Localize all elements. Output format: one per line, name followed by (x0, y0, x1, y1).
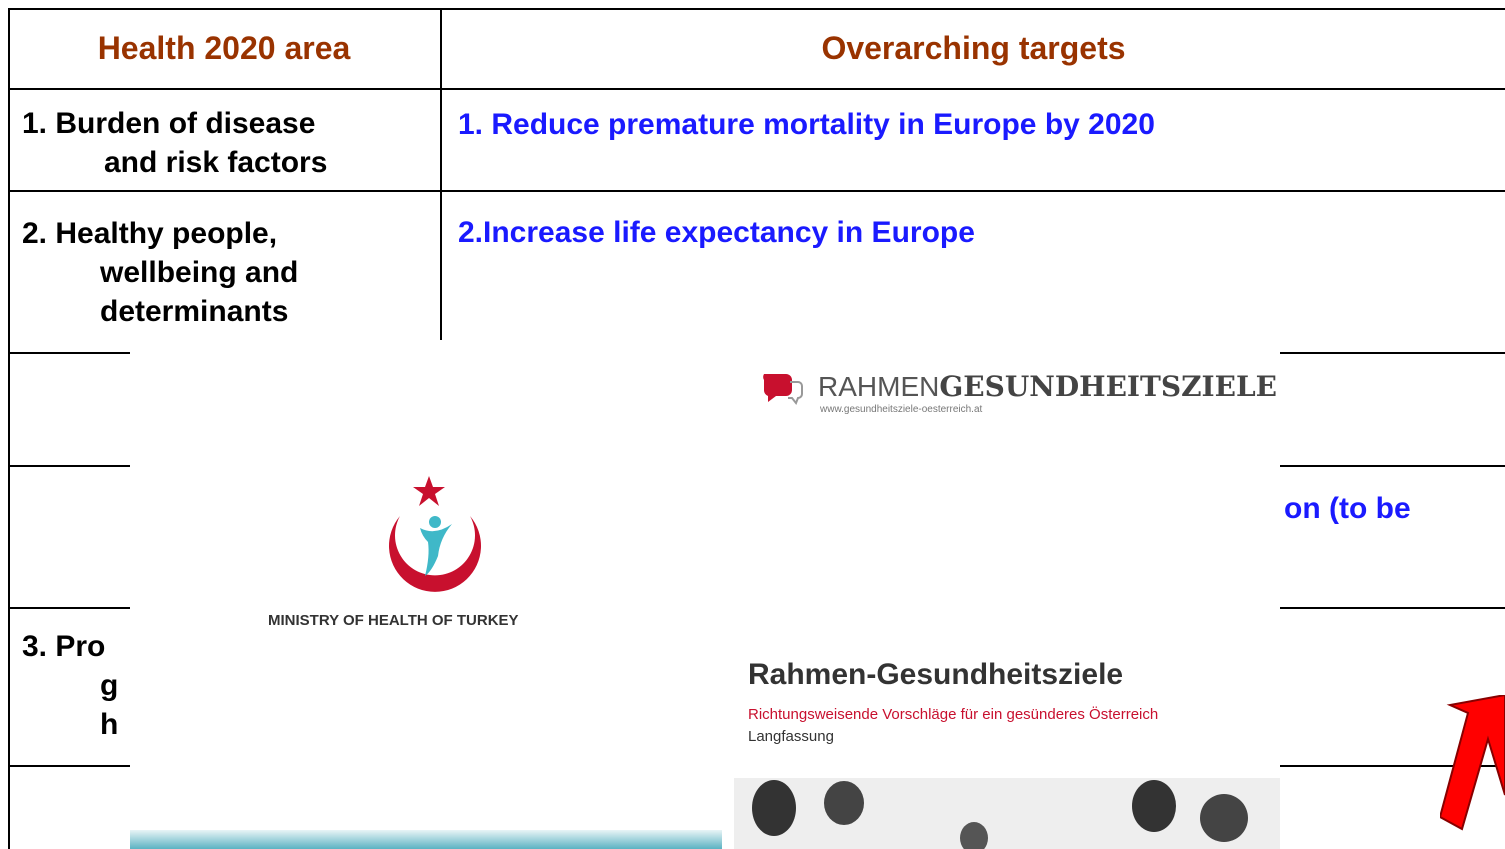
brand: RAHMENGESUNDHEITSZIELE (818, 370, 1277, 403)
doc-subtitle: Richtungsweisende Vorschläge für ein ges… (748, 706, 1158, 723)
table-border (8, 8, 10, 849)
table-border (8, 190, 1505, 192)
table-border (8, 88, 1505, 90)
area-line: 1. Burden of disease (22, 104, 327, 143)
area-line: 2. Healthy people, (22, 214, 298, 253)
red-arrow (1440, 695, 1505, 835)
area-line: wellbeing and (22, 253, 298, 292)
photo (734, 778, 1280, 849)
slide: Health 2020 area Overarching targets 1. … (0, 0, 1505, 849)
target-cell: on (to be (1284, 492, 1411, 526)
austria-image: RAHMENGESUNDHEITSZIELE www.gesundheitszi… (722, 340, 1280, 849)
turkey-image: MINISTRY OF HEALTH OF TURKEY (130, 340, 722, 849)
banner (130, 830, 722, 849)
area-line: g (22, 666, 118, 705)
area-cell: 2. Healthy people, wellbeing and determi… (22, 214, 298, 331)
area-cell: 1. Burden of disease and risk factors (22, 104, 327, 182)
doc-edition: Langfassung (748, 728, 834, 745)
area-line: determinants (22, 292, 298, 331)
speech-icon (760, 370, 806, 406)
doc-title: Rahmen-Gesundheitsziele (748, 658, 1123, 692)
target-cell: 1. Reduce premature mortality in Europe … (458, 108, 1155, 142)
url: www.gesundheitsziele-oesterreich.at (820, 404, 982, 415)
target-cell: 2.Increase life expectancy in Europe (458, 216, 975, 250)
table-border (8, 8, 1505, 10)
area-line: and risk factors (22, 143, 327, 182)
area-line: 3. Pro (22, 627, 118, 666)
brand-bold: GESUNDHEITSZIELE (939, 370, 1277, 403)
area-cell: 3. Pro g h (22, 627, 118, 744)
area-line: h (22, 705, 118, 744)
brand-light: RAHMEN (818, 371, 939, 402)
turkey-logo (380, 476, 490, 606)
header-cell: Overarching targets (442, 30, 1505, 67)
ministry-caption: MINISTRY OF HEALTH OF TURKEY (268, 612, 519, 629)
header-cell: Health 2020 area (8, 30, 440, 67)
